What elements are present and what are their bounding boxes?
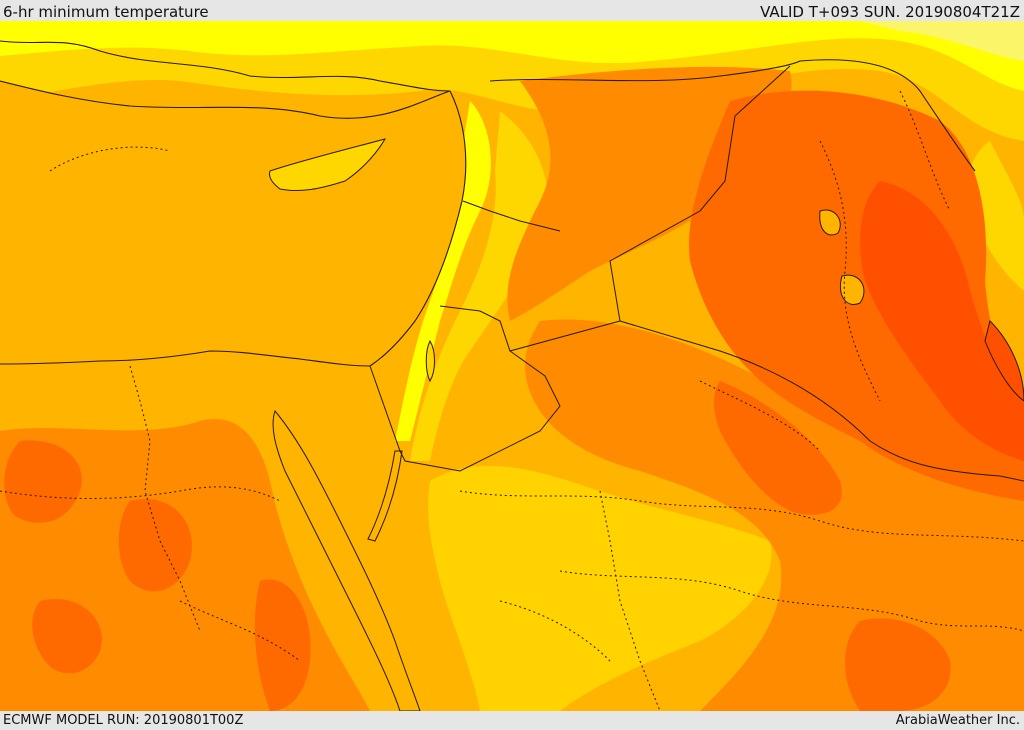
- country-borders: [369, 65, 1024, 482]
- band-orange-arabia: [525, 319, 1024, 711]
- map-header: 6-hr minimum temperature VALID T+093 SUN…: [0, 0, 1024, 21]
- band-dark-arabia: [714, 381, 951, 711]
- province-borders: [0, 90, 1024, 711]
- valid-time: VALID T+093 SUN. 20190804T21Z: [760, 3, 1020, 21]
- coastlines: [0, 40, 976, 367]
- model-run-label: ECMWF MODEL RUN: 20190801T00Z: [3, 713, 244, 728]
- red-sea: [272, 409, 421, 711]
- band-pale-north: [860, 21, 1024, 61]
- band-yellow-north: [0, 21, 1024, 91]
- lake-razazah: [840, 274, 865, 305]
- cyprus-island: [269, 138, 387, 192]
- persian-gulf-tip: [984, 320, 1024, 402]
- gulf-of-aqaba: [367, 450, 403, 542]
- credit-label: ArabiaWeather Inc.: [895, 713, 1020, 728]
- band-yellow-east: [968, 141, 1024, 291]
- band-yellow-levant: [395, 101, 491, 441]
- band-red-gulf: [860, 181, 1024, 461]
- band-gold-levant: [410, 111, 548, 461]
- band-dark-egypt: [4, 440, 311, 711]
- lake-tharthar: [819, 209, 841, 236]
- dead-sea: [425, 339, 435, 383]
- temperature-map: [0, 21, 1024, 711]
- mediterranean-sea: [0, 81, 466, 366]
- band-gold-arabia: [428, 465, 772, 711]
- map-footer: ECMWF MODEL RUN: 20190801T00Z ArabiaWeat…: [0, 711, 1024, 729]
- map-title: 6-hr minimum temperature: [3, 3, 209, 21]
